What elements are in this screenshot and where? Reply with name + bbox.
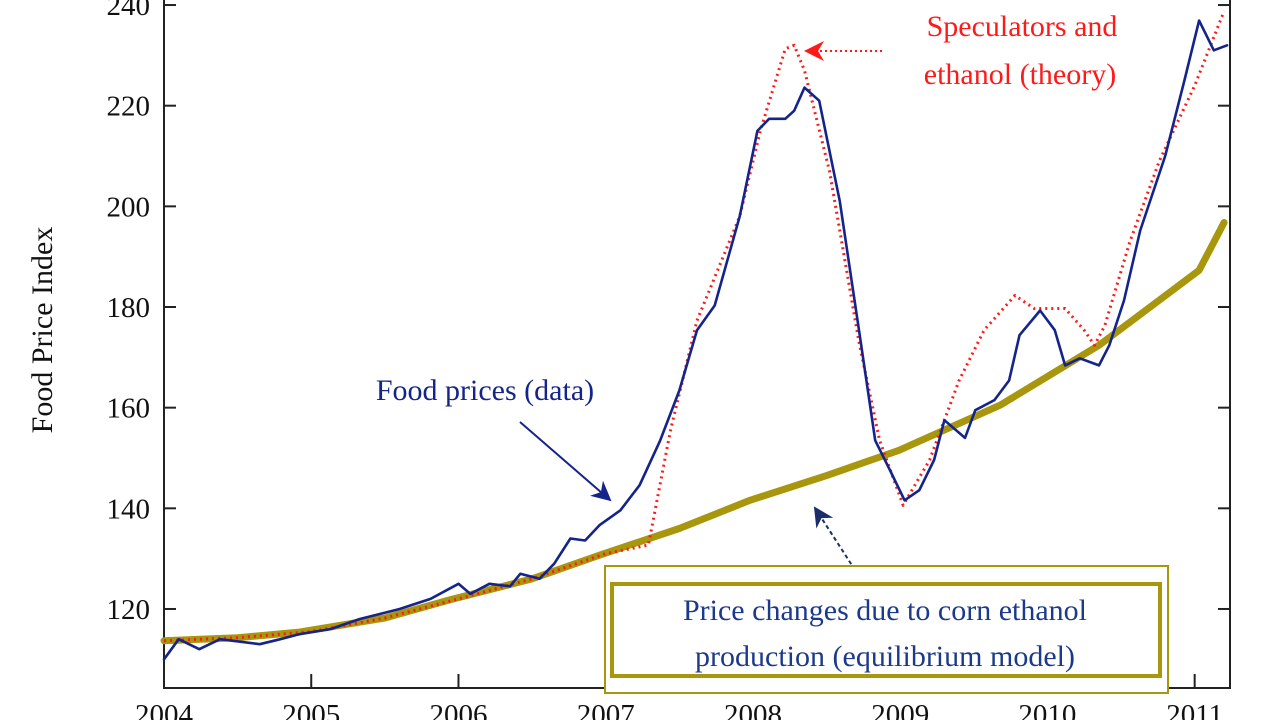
x-tick-label: 2009 bbox=[871, 699, 929, 720]
annotation-theory-line1: Speculators and bbox=[927, 10, 1118, 43]
annotation-theory-line2: ethanol (theory) bbox=[924, 58, 1116, 91]
model-label-box-outer bbox=[604, 565, 1169, 694]
x-tick-label: 2006 bbox=[429, 699, 487, 720]
series-line-theory bbox=[163, 10, 1226, 643]
x-tick-label: 2005 bbox=[282, 699, 340, 720]
x-tick-label: 2007 bbox=[577, 699, 635, 720]
y-tick-label: 120 bbox=[107, 594, 151, 626]
annotation-arrow-model bbox=[813, 506, 856, 571]
y-tick-label: 140 bbox=[107, 493, 151, 525]
annotation-food-prices: Food prices (data) bbox=[376, 374, 594, 407]
annotation-arrow-data bbox=[519, 421, 612, 502]
y-tick-label: 200 bbox=[107, 191, 151, 223]
y-tick-label: 180 bbox=[107, 292, 151, 324]
y-axis-label: Food Price Index bbox=[26, 227, 59, 434]
x-tick-label: 2010 bbox=[1018, 699, 1076, 720]
annotation-model-line1: Price changes due to corn ethanol bbox=[683, 594, 1087, 627]
series-line-data bbox=[162, 19, 1229, 661]
series-group bbox=[160, 10, 1229, 661]
x-tick-label: 2004 bbox=[135, 699, 194, 720]
x-tick-label: 2008 bbox=[724, 699, 782, 720]
y-tick-label: 240 bbox=[107, 0, 151, 22]
model-label-box-inner bbox=[610, 582, 1162, 678]
y-tick-label: 160 bbox=[107, 393, 151, 425]
y-tick-label: 220 bbox=[107, 91, 151, 123]
axes: 120 140 160 180 200 220 240 2004 2005 2006 2007 200… bbox=[107, 0, 1231, 720]
annotation-model-line2: production (equilibrium model) bbox=[695, 640, 1075, 673]
x-tick-label: 2011 bbox=[1166, 699, 1223, 720]
